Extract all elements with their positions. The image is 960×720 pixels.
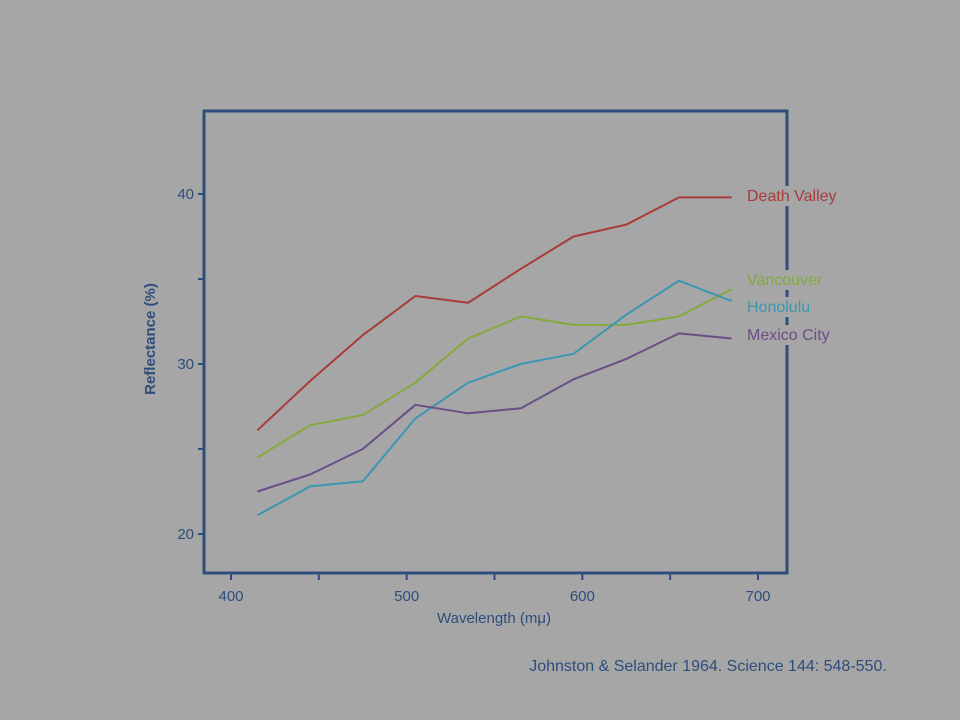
x-tick-label: 600 bbox=[570, 588, 595, 605]
series-lines bbox=[256, 196, 733, 517]
series-label-bg bbox=[742, 186, 858, 206]
series-label-honolulu: Honolulu bbox=[747, 299, 810, 316]
series-label-bg bbox=[742, 297, 823, 317]
series-label-vancouver: Vancouver bbox=[747, 272, 823, 289]
x-tick-label: 700 bbox=[745, 588, 770, 605]
series-label-death-valley: Death Valley bbox=[747, 188, 837, 205]
series-line-honolulu bbox=[256, 279, 732, 517]
series-label-bg bbox=[742, 270, 832, 290]
citation-text: Johnston & Selander 1964. Science 144: 5… bbox=[529, 658, 887, 675]
plot-frame bbox=[202, 109, 789, 575]
series-label-bg bbox=[742, 325, 849, 345]
y-tick-label: 40 bbox=[177, 186, 194, 203]
series-line-death-valley bbox=[256, 196, 732, 432]
x-tick-label: 400 bbox=[218, 588, 243, 605]
series-line-mexico-city bbox=[257, 332, 732, 493]
y-axis-title: Reflectance (%) bbox=[142, 283, 159, 395]
y-tick-label: 20 bbox=[177, 526, 194, 543]
x-axis-title: Wavelength (mμ) bbox=[437, 610, 551, 627]
series-line-vancouver bbox=[256, 288, 733, 459]
x-axis: 400 500 600 700 bbox=[218, 573, 771, 605]
y-tick-label: 30 bbox=[177, 356, 194, 373]
series-label-mexico-city: Mexico City bbox=[747, 327, 830, 344]
y-axis: 20 30 40 bbox=[177, 186, 204, 543]
x-tick-label: 500 bbox=[394, 588, 419, 605]
series-labels: Death Valley Vancouver Honolulu Mexico City bbox=[742, 186, 858, 345]
